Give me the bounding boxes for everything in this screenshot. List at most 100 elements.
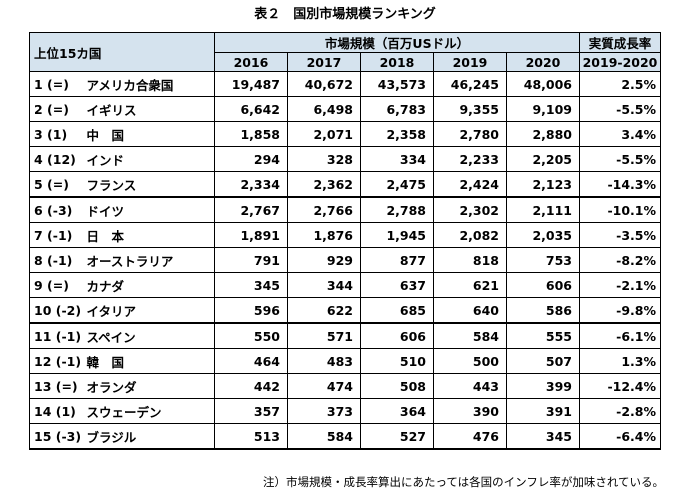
value-cell: 510 bbox=[360, 348, 434, 374]
value-cell: 877 bbox=[360, 247, 434, 273]
rank-cell: 15 (-3) bbox=[29, 423, 84, 450]
country-cell: オランダ bbox=[83, 373, 215, 399]
value-cell: 476 bbox=[433, 423, 507, 450]
value-cell: 1,945 bbox=[360, 222, 434, 248]
value-cell: 328 bbox=[287, 146, 361, 172]
value-cell: 2,358 bbox=[360, 121, 434, 147]
value-cell: 2,205 bbox=[506, 146, 580, 172]
value-cell: 2,035 bbox=[506, 222, 580, 248]
value-cell: 606 bbox=[360, 322, 434, 349]
table-row: 10 (-2) イタリア 596 622 685 640 586 -9.8% bbox=[29, 297, 661, 324]
value-cell: 2,123 bbox=[506, 171, 580, 198]
rank-cell: 6 (-3) bbox=[29, 196, 84, 223]
value-cell: 46,245 bbox=[433, 71, 507, 97]
table-row: 5 (=) フランス 2,334 2,362 2,475 2,424 2,123 -14.3% bbox=[29, 171, 661, 198]
value-cell: 364 bbox=[360, 398, 434, 424]
table-row: 3 (1) 中 国 1,858 2,071 2,358 2,780 2,880 3.4% bbox=[29, 121, 661, 147]
value-cell: 555 bbox=[506, 322, 580, 349]
rank-cell: 3 (1) bbox=[29, 121, 84, 147]
value-cell: 2,071 bbox=[287, 121, 361, 147]
country-cell: アメリカ合衆国 bbox=[83, 71, 215, 97]
value-cell: 443 bbox=[433, 373, 507, 399]
value-cell: 606 bbox=[506, 272, 580, 298]
value-cell: 507 bbox=[506, 348, 580, 374]
value-cell: 1,891 bbox=[214, 222, 288, 248]
value-cell: 550 bbox=[214, 322, 288, 349]
growth-cell: -5.5% bbox=[579, 96, 661, 122]
growth-cell: 1.3% bbox=[579, 348, 661, 374]
country-cell: ドイツ bbox=[83, 196, 215, 223]
country-cell: イギリス bbox=[83, 96, 215, 122]
table-row: 15 (-3) ブラジル 513 584 527 476 345 -6.4% bbox=[29, 423, 661, 450]
value-cell: 791 bbox=[214, 247, 288, 273]
growth-header: 実質成長率 bbox=[579, 32, 661, 53]
rank-cell: 13 (=) bbox=[29, 373, 84, 399]
rank-cell: 14 (1) bbox=[29, 398, 84, 424]
year-header: 2016 bbox=[214, 52, 288, 72]
table-row: 12 (-1) 韓 国 464 483 510 500 507 1.3% bbox=[29, 348, 661, 374]
value-cell: 48,006 bbox=[506, 71, 580, 97]
value-cell: 294 bbox=[214, 146, 288, 172]
table-title: 表２ 国別市場規模ランキング bbox=[254, 7, 436, 22]
value-cell: 483 bbox=[287, 348, 361, 374]
growth-cell: -14.3% bbox=[579, 171, 661, 198]
ranking-table: 上位15カ国 市場規模（百万USドル） 実質成長率 2016 2017 2018… bbox=[29, 32, 661, 450]
value-cell: 9,109 bbox=[506, 96, 580, 122]
growth-cell: -8.2% bbox=[579, 247, 661, 273]
country-cell: スウェーデン bbox=[83, 398, 215, 424]
country-cell: フランス bbox=[83, 171, 215, 198]
country-cell: ブラジル bbox=[83, 423, 215, 450]
value-cell: 40,672 bbox=[287, 71, 361, 97]
table-row: 9 (=) カナダ 345 344 637 621 606 -2.1% bbox=[29, 272, 661, 298]
country-cell: カナダ bbox=[83, 272, 215, 298]
value-cell: 1,876 bbox=[287, 222, 361, 248]
table-header: 上位15カ国 市場規模（百万USドル） 実質成長率 2016 2017 2018… bbox=[29, 32, 661, 72]
value-cell: 391 bbox=[506, 398, 580, 424]
year-header: 2020 bbox=[506, 52, 580, 72]
table-body: 1 (=) アメリカ合衆国 19,487 40,672 43,573 46,245 48,0… bbox=[29, 71, 661, 450]
value-cell: 6,498 bbox=[287, 96, 361, 122]
value-cell: 345 bbox=[506, 423, 580, 450]
growth-cell: -12.4% bbox=[579, 373, 661, 399]
value-cell: 2,362 bbox=[287, 171, 361, 198]
value-cell: 818 bbox=[433, 247, 507, 273]
year-header: 2018 bbox=[360, 52, 434, 72]
value-cell: 2,233 bbox=[433, 146, 507, 172]
value-cell: 373 bbox=[287, 398, 361, 424]
value-cell: 442 bbox=[214, 373, 288, 399]
country-cell: 韓 国 bbox=[83, 348, 215, 374]
value-cell: 513 bbox=[214, 423, 288, 450]
country-cell: 日 本 bbox=[83, 222, 215, 248]
value-cell: 19,487 bbox=[214, 71, 288, 97]
table-row: 14 (1) スウェーデン 357 373 364 390 391 -2.8% bbox=[29, 398, 661, 424]
growth-cell: -5.5% bbox=[579, 146, 661, 172]
growth-cell: -2.1% bbox=[579, 272, 661, 298]
value-cell: 2,334 bbox=[214, 171, 288, 198]
value-cell: 640 bbox=[433, 297, 507, 324]
value-cell: 685 bbox=[360, 297, 434, 324]
rank-cell: 12 (-1) bbox=[29, 348, 84, 374]
rank-cell: 5 (=) bbox=[29, 171, 84, 198]
value-cell: 584 bbox=[287, 423, 361, 450]
table-row: 1 (=) アメリカ合衆国 19,487 40,672 43,573 46,245 48,0… bbox=[29, 71, 661, 97]
market-size-header: 市場規模（百万USドル） bbox=[214, 32, 580, 53]
rank-column-header: 上位15カ国 bbox=[29, 32, 215, 72]
value-cell: 596 bbox=[214, 297, 288, 324]
value-cell: 1,858 bbox=[214, 121, 288, 147]
value-cell: 6,783 bbox=[360, 96, 434, 122]
value-cell: 586 bbox=[506, 297, 580, 324]
value-cell: 6,642 bbox=[214, 96, 288, 122]
value-cell: 2,788 bbox=[360, 196, 434, 223]
growth-cell: -9.8% bbox=[579, 297, 661, 324]
growth-cell: 2.5% bbox=[579, 71, 661, 97]
rank-cell: 1 (=) bbox=[29, 71, 84, 97]
table-row: 8 (-1) オーストラリア 791 929 877 818 753 -8.2% bbox=[29, 247, 661, 273]
growth-cell: -3.5% bbox=[579, 222, 661, 248]
value-cell: 2,082 bbox=[433, 222, 507, 248]
rank-cell: 7 (-1) bbox=[29, 222, 84, 248]
value-cell: 345 bbox=[214, 272, 288, 298]
country-cell: 中 国 bbox=[83, 121, 215, 147]
value-cell: 9,355 bbox=[433, 96, 507, 122]
value-cell: 474 bbox=[287, 373, 361, 399]
value-cell: 2,424 bbox=[433, 171, 507, 198]
